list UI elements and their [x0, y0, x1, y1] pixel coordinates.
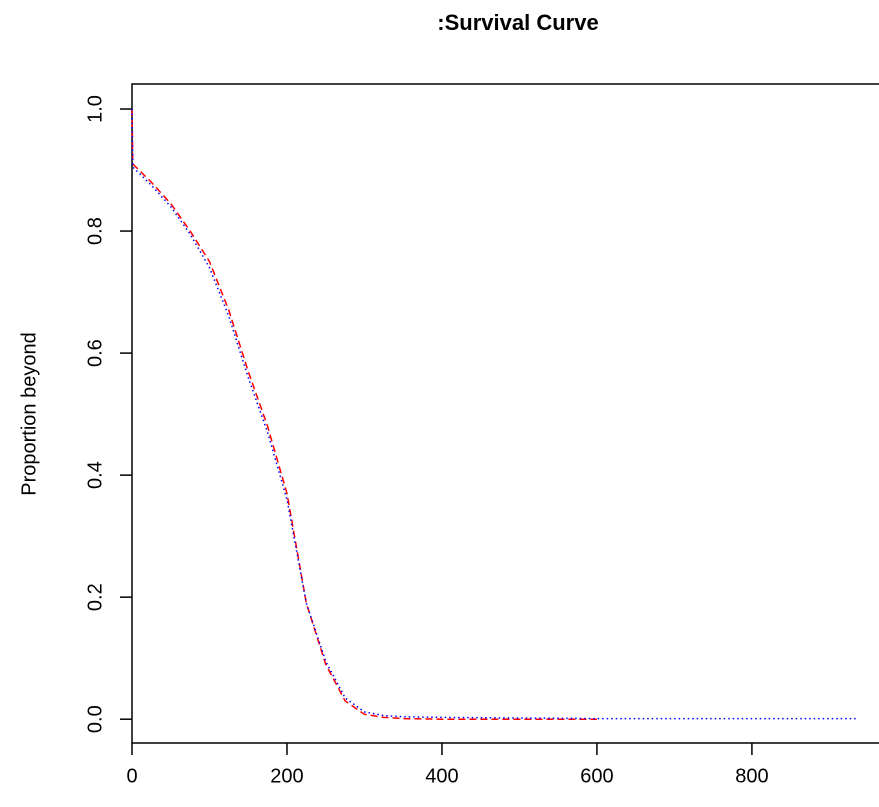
survival-line [131, 109, 857, 720]
plot-frame [131, 83, 879, 744]
y-axis-label: Proportion beyond [18, 332, 40, 495]
y-tick-label: 0.4 [84, 461, 106, 489]
x-tick-label: 200 [270, 765, 303, 787]
y-tick-label: 1.0 [84, 95, 106, 123]
x-tick-label: 0 [126, 765, 137, 787]
x-tick-label: 600 [580, 765, 613, 787]
y-tick-label: 0.6 [84, 339, 106, 367]
y-tick-label: 0.2 [84, 583, 106, 611]
chart-title: :Survival Curve [437, 10, 598, 35]
survival-line [131, 109, 597, 720]
y-tick-label: 0.8 [84, 217, 106, 245]
x-tick-label: 400 [425, 765, 458, 787]
x-tick-label: 800 [735, 765, 768, 787]
y-tick-label: 0.0 [84, 705, 106, 733]
